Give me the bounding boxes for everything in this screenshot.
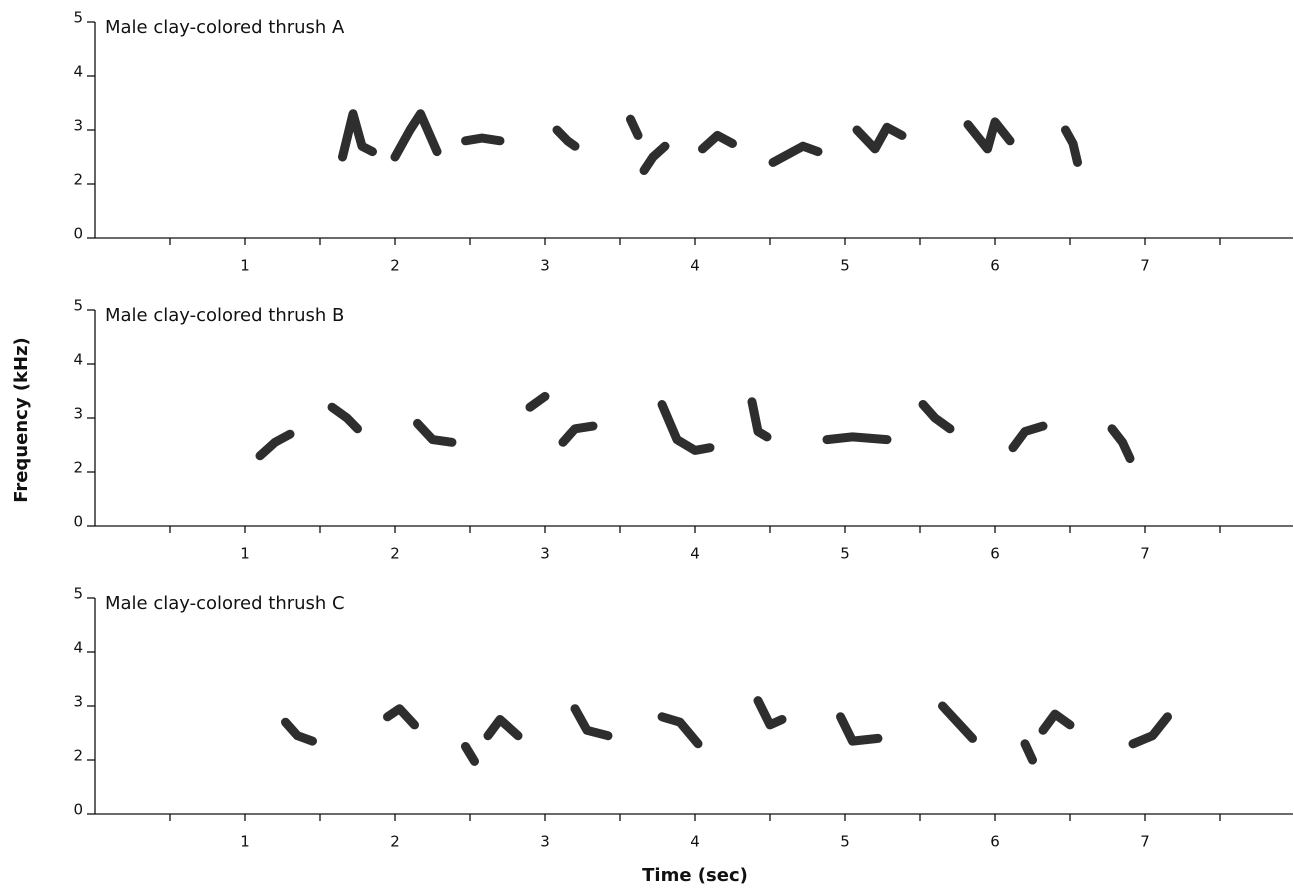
- x-tick-label: 7: [1140, 545, 1150, 563]
- chart-title: Male clay-colored thrush C: [105, 593, 345, 614]
- syllable: [747, 397, 772, 442]
- chart-title: Male clay-colored thrush B: [105, 305, 344, 326]
- syllable: [1020, 739, 1037, 765]
- syllable: [852, 122, 907, 154]
- chart-title: Male clay-colored thrush A: [105, 17, 345, 38]
- x-tick-label: 3: [540, 833, 550, 851]
- y-tick-label: 0: [73, 513, 83, 531]
- syllable: [918, 400, 955, 434]
- syllable: [255, 429, 295, 461]
- x-tick-label: 4: [690, 257, 700, 275]
- syllable: [413, 418, 457, 447]
- x-tick-label: 6: [990, 833, 1000, 851]
- syllable: [938, 701, 977, 743]
- syllable: [1008, 421, 1048, 453]
- x-tick-label: 4: [690, 833, 700, 851]
- x-tick-label: 1: [240, 545, 250, 563]
- syllable: [461, 742, 479, 766]
- syllable: [552, 125, 580, 151]
- syllable: [383, 704, 419, 730]
- x-tick-label: 7: [1140, 257, 1150, 275]
- syllable: [1107, 424, 1135, 463]
- y-tick-label: 5: [73, 297, 83, 315]
- x-tick-label: 1: [240, 257, 250, 275]
- x-tick-label: 2: [390, 257, 400, 275]
- y-tick-label: 0: [73, 801, 83, 819]
- x-tick-label: 5: [840, 257, 850, 275]
- syllable: [1038, 709, 1075, 735]
- y-tick-label: 4: [73, 639, 83, 657]
- syllable: [570, 704, 613, 741]
- syllable: [836, 712, 883, 746]
- y-tick-label: 5: [73, 9, 83, 27]
- syllable: [657, 400, 715, 455]
- syllable: [327, 402, 362, 434]
- x-tick-label: 3: [540, 545, 550, 563]
- x-tick-label: 7: [1140, 833, 1150, 851]
- y-tick-label: 4: [73, 63, 83, 81]
- syllable: [483, 715, 523, 741]
- x-tick-label: 5: [840, 545, 850, 563]
- y-tick-label: 3: [73, 405, 83, 423]
- syllable: [657, 712, 703, 749]
- x-tick-label: 6: [990, 257, 1000, 275]
- y-tick-label: 2: [73, 747, 83, 765]
- y-tick-label: 3: [73, 693, 83, 711]
- syllable: [390, 109, 442, 162]
- syllable: [698, 130, 737, 154]
- y-tick-label: 2: [73, 171, 83, 189]
- x-tick-label: 1: [240, 833, 250, 851]
- syllable: [963, 117, 1015, 154]
- syllable: [768, 141, 823, 167]
- y-tick-label: 0: [73, 225, 83, 243]
- syllable: [1128, 712, 1172, 749]
- syllable: [558, 421, 598, 447]
- syllable: [338, 109, 377, 162]
- syllable: [1061, 125, 1082, 167]
- y-tick-label: 2: [73, 459, 83, 477]
- syllable: [461, 133, 505, 146]
- x-tick-label: 5: [840, 833, 850, 851]
- syllable: [822, 432, 892, 445]
- y-tick-label: 3: [73, 117, 83, 135]
- x-tick-label: 6: [990, 545, 1000, 563]
- y-axis-title: Frequency (kHz): [11, 337, 32, 503]
- syllable: [753, 696, 787, 730]
- syllable: [639, 141, 670, 175]
- x-tick-label: 2: [390, 545, 400, 563]
- x-tick-label: 4: [690, 545, 700, 563]
- x-tick-label: 3: [540, 257, 550, 275]
- x-axis-title: Time (sec): [642, 865, 748, 886]
- y-tick-label: 5: [73, 585, 83, 603]
- y-tick-label: 4: [73, 351, 83, 369]
- syllable: [281, 717, 317, 746]
- syllable: [525, 391, 550, 412]
- x-tick-label: 2: [390, 833, 400, 851]
- syllable: [626, 114, 643, 140]
